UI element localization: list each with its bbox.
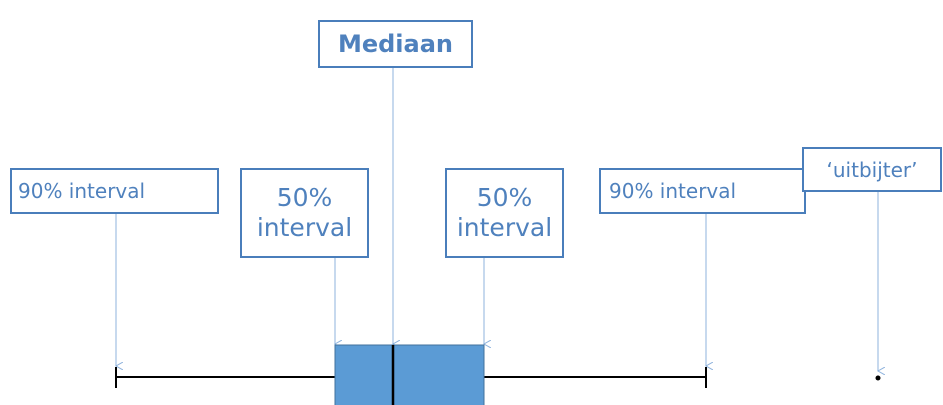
interval-label: 50% interval [445,168,564,258]
interval-label: 50% interval [240,168,369,258]
outlier-label: ‘uitbijter’ [802,147,942,192]
interval-label: 90% interval [599,168,806,214]
interval-label: 90% interval [10,168,219,214]
median-label: Mediaan [318,20,473,68]
arrows [116,67,878,371]
box [334,344,485,405]
outlier-dot [875,375,881,381]
